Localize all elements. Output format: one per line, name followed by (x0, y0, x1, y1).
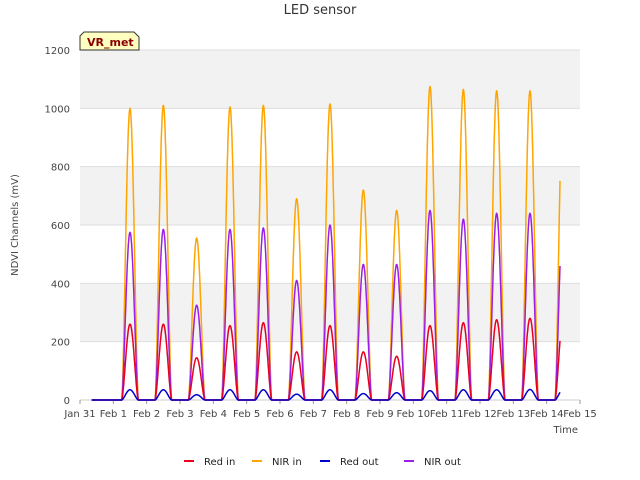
plot-band (80, 166, 580, 225)
plot-band (80, 225, 580, 284)
plot-band (80, 108, 580, 167)
x-tick-label: Feb 11 (430, 409, 464, 420)
x-tick-label: Feb 10 (397, 409, 431, 420)
x-tick-label: Feb 15 (563, 409, 597, 420)
x-tick-label: Feb 13 (497, 409, 531, 420)
x-axis-ticks: Jan 31 Feb 1 Feb 2 Feb 3 Feb 4 Feb 5 Feb 6 Feb … (63, 400, 597, 420)
plot-band (80, 50, 580, 109)
y-tick-label: 200 (51, 338, 70, 349)
y-tick-label: 800 (51, 163, 70, 174)
legend-label: NIR out (424, 457, 461, 468)
x-tick-label: Feb 4 (200, 409, 227, 420)
x-tick-label: Feb 3 (166, 409, 193, 420)
y-tick-label: 1200 (45, 46, 70, 57)
x-tick-label: Feb 6 (266, 409, 293, 420)
x-tick-label: Feb 7 (300, 409, 327, 420)
y-tick-label: 600 (51, 221, 70, 232)
x-tick-label: Feb 2 (133, 409, 160, 420)
y-axis-title: NDVI Channels (mV) (10, 174, 21, 276)
legend: Red in NIR in Red out NIR out (184, 457, 461, 468)
x-tick-label: Feb 1 (100, 409, 127, 420)
x-tick-label: Feb 9 (366, 409, 393, 420)
annotation-badge-label: VR_met (87, 36, 134, 49)
series-line-red-out (91, 388, 561, 401)
x-tick-label: Feb 12 (463, 409, 497, 420)
annotation-badge-box (79, 31, 140, 51)
y-tick-label: 400 (51, 279, 70, 290)
plot-background (80, 50, 580, 400)
x-tick-label: Feb 14 (530, 409, 564, 420)
x-tick-label: Jan 31 (63, 409, 95, 420)
annotation-badge: VR_met (79, 31, 140, 51)
legend-label: NIR in (272, 457, 302, 468)
x-axis-title: Time (553, 425, 578, 436)
plot-band (80, 283, 580, 342)
series-layer (91, 85, 561, 401)
y-tick-label: 1000 (45, 104, 70, 115)
y-tick-label: 0 (64, 396, 70, 407)
legend-label: Red in (204, 457, 235, 468)
chart-title: LED sensor (284, 3, 357, 18)
legend-label: Red out (340, 457, 379, 468)
x-tick-label: Feb 5 (233, 409, 260, 420)
y-axis-ticks: 0 200 400 600 800 1000 1200 (45, 46, 70, 407)
x-tick-label: Feb 8 (333, 409, 360, 420)
